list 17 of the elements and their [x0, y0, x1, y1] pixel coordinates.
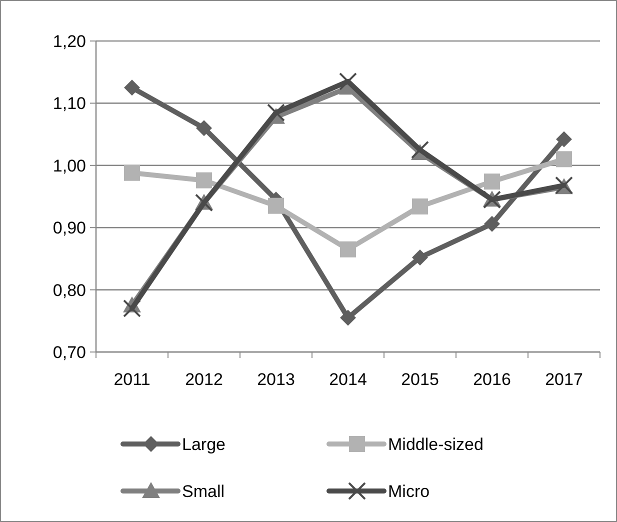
x-tick-label: 2013	[257, 370, 295, 389]
x-tick-label: 2017	[545, 370, 583, 389]
y-tick-label: 1,20	[52, 32, 86, 51]
x-tick-label: 2015	[401, 370, 439, 389]
y-tick-label: 0,90	[52, 218, 86, 238]
x-tick-label: 2016	[473, 370, 511, 389]
x-tick-label: 2011	[114, 370, 150, 389]
y-tick-label: 1,00	[52, 156, 86, 176]
y-tick-label: 0,80	[52, 280, 86, 300]
x-tick-label: 2014	[329, 370, 367, 389]
legend-label: Large	[182, 434, 226, 454]
legend-label: Middle-sized	[388, 434, 484, 454]
legend-label: Micro	[388, 482, 430, 501]
y-tick-label: 1,10	[52, 94, 86, 114]
y-tick-label: 0,70	[52, 342, 86, 362]
legend-label: Small	[182, 482, 225, 501]
x-tick-label: 2012	[185, 370, 223, 389]
